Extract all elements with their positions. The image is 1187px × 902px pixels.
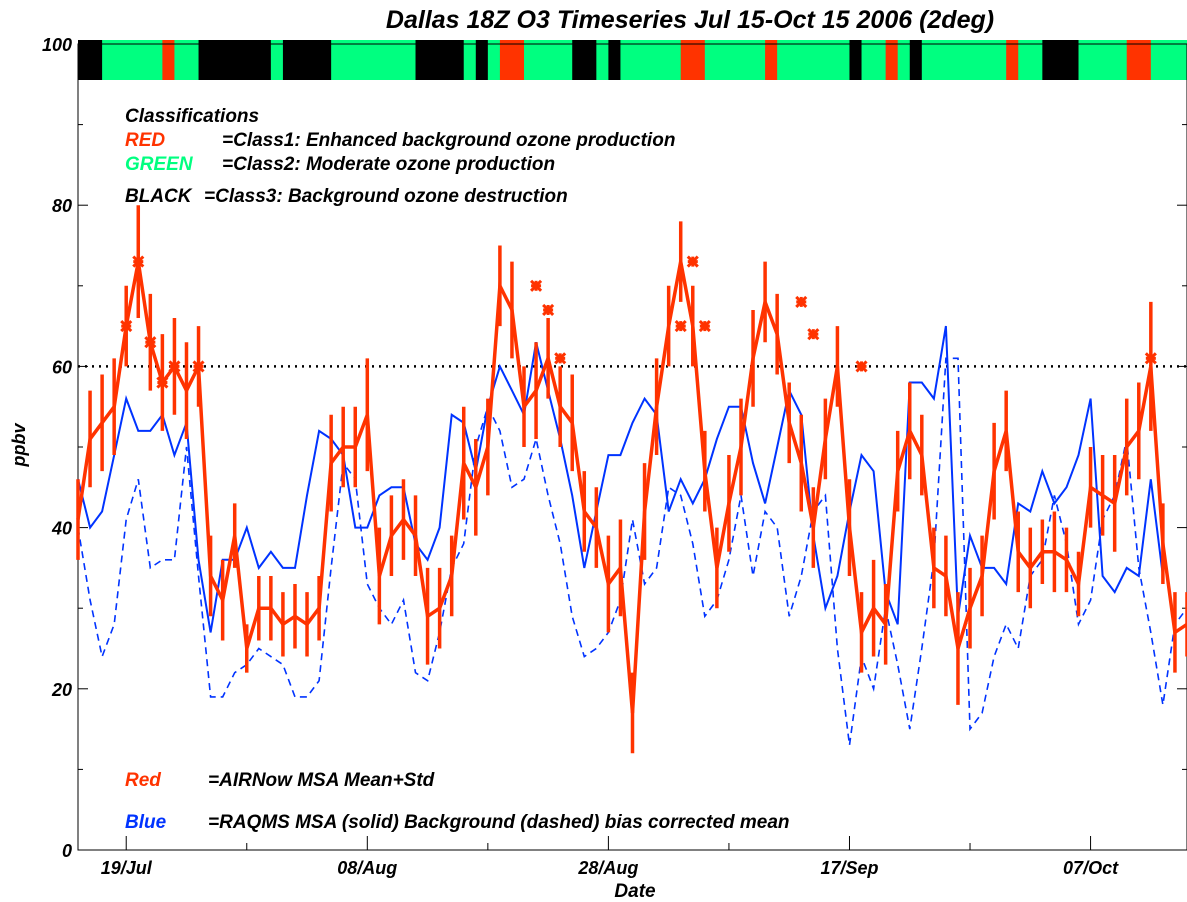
class-band-segment	[765, 40, 778, 80]
y-tick-label: 60	[52, 357, 72, 377]
class-band-segment	[608, 40, 621, 80]
class-band-segment	[524, 40, 573, 80]
exceedance-marker	[530, 279, 543, 292]
class-band-segment	[572, 40, 597, 80]
class-band-segment	[1042, 40, 1080, 80]
exceedance-marker	[554, 352, 567, 365]
y-tick-label: 100	[42, 35, 72, 55]
class-band-segment	[1126, 40, 1152, 80]
class-band-segment	[1018, 40, 1043, 80]
exceedance-marker	[542, 303, 555, 317]
class-band-segment	[897, 40, 911, 80]
y-tick-label: 0	[62, 841, 72, 861]
exceedance-marker	[795, 295, 808, 308]
class-band-segment	[270, 40, 284, 80]
class-band-segment	[596, 40, 609, 80]
legend-key: Classifications	[125, 106, 259, 127]
class-band-segment	[475, 40, 489, 80]
class-band-segment	[499, 40, 525, 80]
x-tick-label: 08/Aug	[337, 858, 397, 878]
exceedance-marker	[1144, 352, 1157, 365]
class-band-segment	[909, 40, 923, 80]
series-legend-key: Blue	[125, 812, 167, 833]
y-axis-label: ppbv	[9, 423, 29, 468]
exceedance-marker	[168, 360, 181, 373]
class-band-segment	[162, 40, 175, 80]
classification-band	[78, 40, 1187, 80]
x-axis: 19/Jul 08/Aug 28/Aug 17/Sep 07/Oct	[101, 836, 1119, 878]
x-tick-label: 17/Sep	[820, 858, 878, 878]
chart-title: Dallas 18Z O3 Timeseries Jul 15-Oct 15 2…	[386, 6, 994, 34]
class-band-segment	[861, 40, 887, 80]
exceedance-marker	[674, 320, 687, 333]
exceedance-marker	[686, 255, 699, 268]
y-tick-label: 20	[51, 680, 72, 700]
classification-legend: Classifications RED =Class1: Enhanced back…	[125, 106, 675, 207]
airnow-mean-line	[76, 261, 1187, 714]
exceedance-marker	[192, 360, 205, 373]
class-band-segment	[921, 40, 1007, 80]
x-tick-label: 07/Oct	[1063, 858, 1119, 878]
series-legend-key: Red	[125, 770, 161, 791]
legend-text: =Class1: Enhanced background ozone produ…	[222, 130, 675, 151]
exceedance-marker	[120, 320, 133, 333]
legend-key: GREEN	[125, 154, 194, 175]
legend-key: RED	[125, 130, 165, 151]
legend-key: BLACK	[125, 186, 193, 207]
series-legend: Red =AIRNow MSA Mean+Std Blue =RAQMS MSA (s…	[125, 770, 790, 833]
class-band-segment	[102, 40, 163, 80]
y-tick-label: 40	[51, 519, 72, 539]
class-band-segment	[415, 40, 465, 80]
class-band-segment	[487, 40, 501, 80]
class-band-segment	[198, 40, 272, 80]
class-band-segment	[463, 40, 477, 80]
class-band-segment	[680, 40, 706, 80]
exceedance-marker	[156, 376, 169, 389]
legend-text: =Class3: Background ozone destruction	[204, 186, 568, 207]
class-band-segment	[777, 40, 850, 80]
class-band-segment	[1078, 40, 1128, 80]
y-tick-label: 80	[52, 196, 72, 216]
class-band-segment	[849, 40, 863, 80]
class-band-segment	[331, 40, 417, 80]
exceedance-marker	[132, 255, 145, 268]
class-band-segment	[620, 40, 682, 80]
exceedance-marker	[144, 336, 157, 349]
class-band-segment	[282, 40, 332, 80]
exceedance-marker	[807, 328, 820, 341]
series-legend-text: =AIRNow MSA Mean+Std	[208, 770, 435, 791]
class-band-segment	[1006, 40, 1019, 80]
x-tick-label: 19/Jul	[101, 858, 153, 878]
class-band-segment	[78, 40, 103, 80]
class-band-segment	[885, 40, 899, 80]
exceedance-marker	[855, 360, 868, 373]
class-band-segment	[704, 40, 766, 80]
exceedance-marker	[698, 320, 711, 333]
y-axis: 0 20 40 60 80 100	[42, 35, 1187, 861]
x-tick-label: 28/Aug	[577, 858, 638, 878]
class-band-segment	[1150, 40, 1187, 80]
legend-text: =Class2: Moderate ozone production	[222, 154, 555, 175]
series-group	[76, 205, 1187, 754]
series-legend-text: =RAQMS MSA (solid) Background (dashed) b…	[208, 812, 790, 833]
x-axis-label: Date	[614, 881, 656, 902]
class-band-segment	[174, 40, 200, 80]
